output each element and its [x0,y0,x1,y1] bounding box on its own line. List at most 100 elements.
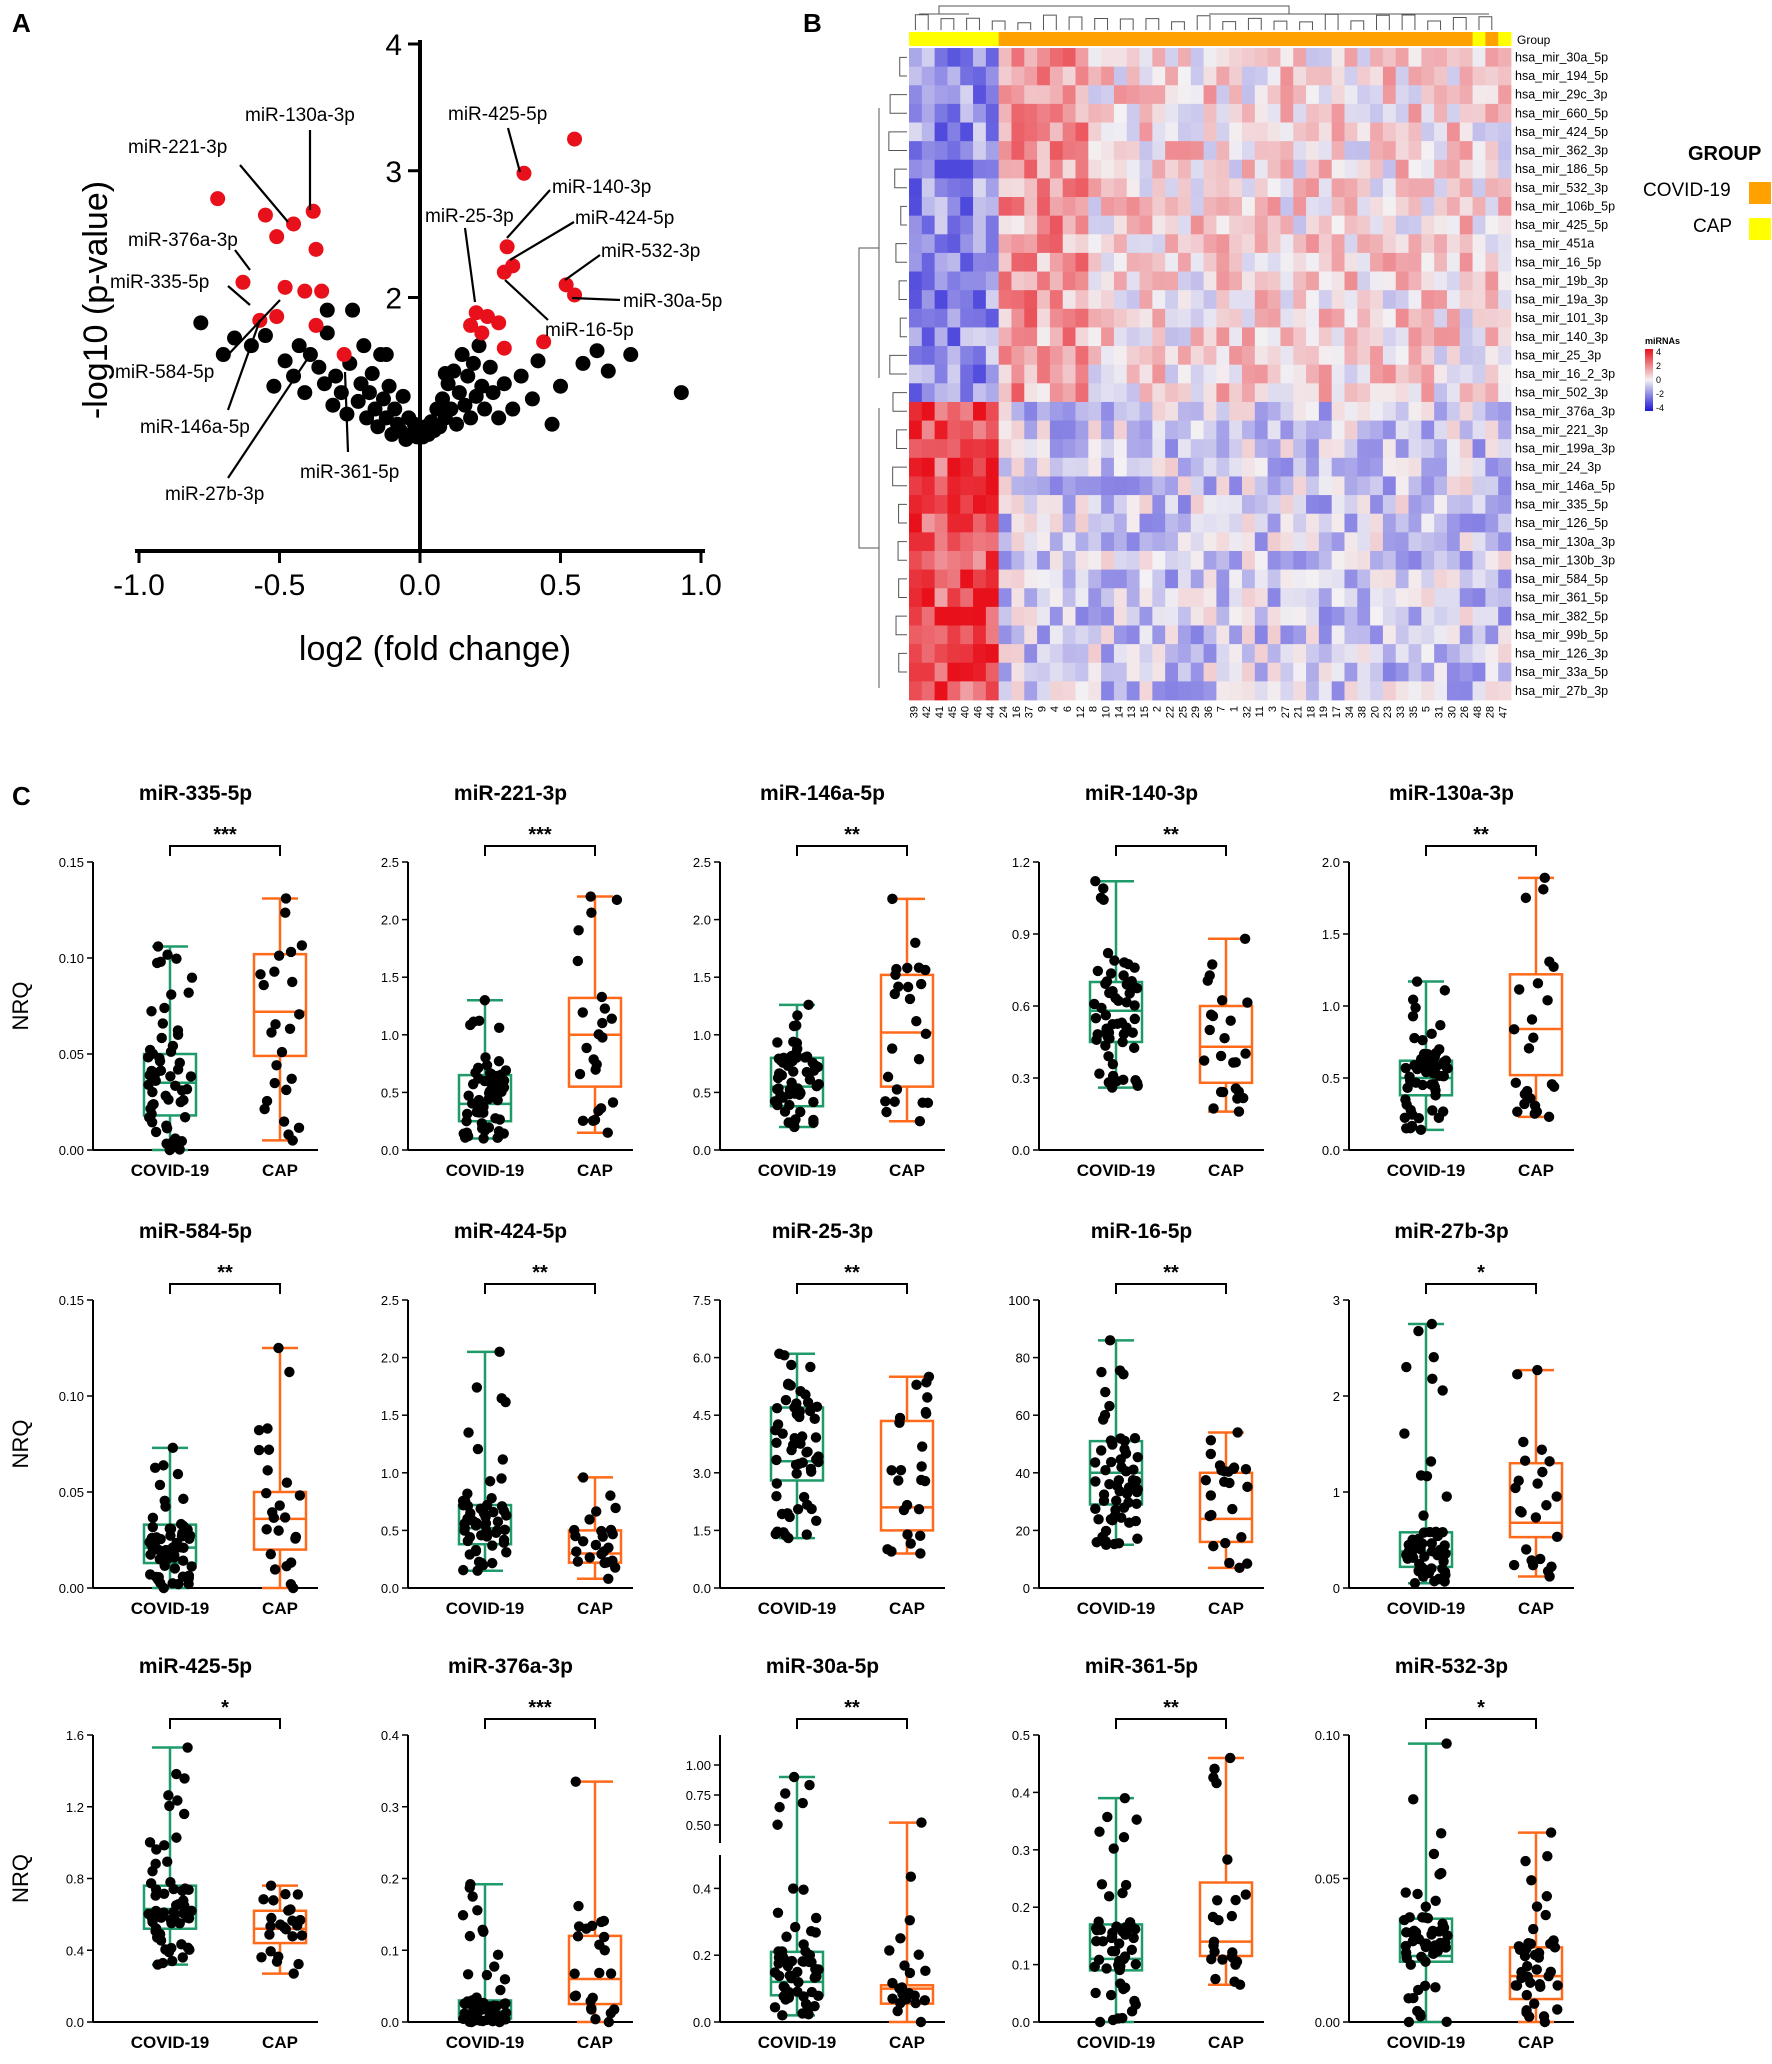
data-point [181,1912,193,1923]
data-point [181,1083,193,1095]
heatmap-cell [1113,234,1128,254]
column-label: 25 [1177,706,1189,718]
data-point [902,962,913,974]
data-point [1441,2016,1452,2028]
dendrogram-branch [1119,18,1134,30]
heatmap-cell [1113,48,1128,68]
heatmap-cell [1318,476,1333,496]
heatmap-cell [1088,681,1102,701]
y-tick-label: 0.0 [693,2015,711,2030]
heatmap-cell [1318,308,1333,328]
data-point [157,1957,169,1969]
heatmap-cell [1062,588,1076,608]
heatmap-cell [1370,513,1384,533]
heatmap-cell [998,215,1012,235]
heatmap-cell [934,588,948,608]
heatmap-cell [1485,644,1499,664]
heatmap-cell [985,364,1000,384]
data-point [288,1968,299,1979]
heatmap-cell [998,159,1012,179]
heatmap-cell [1229,476,1243,496]
data-point [150,1067,162,1079]
heatmap-cell [1408,625,1422,645]
heatmap-cell [1139,569,1153,589]
heatmap-cell [1024,290,1038,310]
heatmap-cell [1152,122,1166,142]
group-bar-cell [1152,32,1166,46]
row-label: hsa_mir_25_3p [1515,348,1601,362]
data-point [1129,962,1140,973]
dendrogram-branch [900,205,907,226]
heatmap-cell [921,234,936,254]
heatmap-cell [947,327,961,347]
heatmap-cell [1357,234,1371,254]
point-nonsignificant [463,410,479,426]
heatmap-cell [1498,271,1512,291]
heatmap-cell [1049,401,1064,421]
data-point [1103,1051,1114,1062]
heatmap-cell [1242,364,1256,384]
heatmap-cell [1062,85,1076,105]
heatmap-cell [1088,290,1102,310]
heatmap-cell [1472,644,1486,664]
box-iqr [1508,1461,1564,1539]
heatmap-cell [1203,215,1217,235]
heatmap-cell [1434,550,1448,570]
heatmap-cell [1203,122,1217,142]
data-point [1408,1794,1419,1805]
heatmap-cell [1370,457,1384,477]
data-point [1227,1503,1238,1515]
y-tick-label: 4.5 [693,1408,711,1423]
heatmap-cell [1229,308,1243,328]
heatmap-cell [973,569,987,589]
heatmap-cell [1011,234,1025,254]
heatmap-cell [1408,401,1422,421]
heatmap-cell [1024,85,1038,105]
heatmap-cell [1293,439,1307,459]
heatmap-cell [1434,66,1448,86]
heatmap-cell [1165,327,1179,347]
heatmap-cell [1459,178,1473,198]
heatmap-cell [1408,550,1422,570]
heatmap-cell [1421,606,1435,626]
heatmap-cell [1318,532,1333,552]
data-point [1205,1435,1217,1446]
heatmap-cell [1382,401,1397,421]
heatmap-cell [998,290,1012,310]
heatmap-cell [1293,327,1307,347]
data-point [1403,1993,1414,2004]
heatmap-cell [1152,401,1166,421]
heatmap-cell [1408,215,1422,235]
heatmap-cell [1075,290,1089,310]
heatmap-cell [1472,159,1486,179]
heatmap-cell [1344,457,1358,477]
data-point [1107,1058,1119,1070]
heatmap-cell [1126,252,1140,272]
heatmap-cell [1139,290,1153,310]
y-tick-label: 0.9 [1012,927,1030,942]
point-significant [305,203,321,219]
data-point [171,1768,182,1780]
heatmap-cell [1485,327,1499,347]
heatmap-cell [1395,401,1409,421]
heatmap-cell [1344,122,1358,142]
data-point [799,1052,811,1063]
heatmap-cell [1485,290,1499,310]
data-point [1211,1777,1222,1789]
y-tick-label: 2.5 [693,855,711,870]
heatmap-cell [1075,383,1089,403]
heatmap-cell [1485,569,1499,589]
y-tick-label: 60 [1016,1408,1030,1423]
heatmap-cell [1126,327,1140,347]
x-category-label: COVID-19 [758,1599,836,1618]
heatmap-cell [998,252,1012,272]
heatmap-cell [1370,252,1384,272]
point-significant [269,229,285,245]
heatmap-cell [1088,401,1102,421]
data-point [265,1946,276,1957]
heatmap-cell [1485,48,1499,68]
heatmap-cell [1498,569,1512,589]
heatmap-cell [1075,159,1089,179]
heatmap-cell [1024,66,1038,86]
heatmap-cell [1267,606,1281,626]
